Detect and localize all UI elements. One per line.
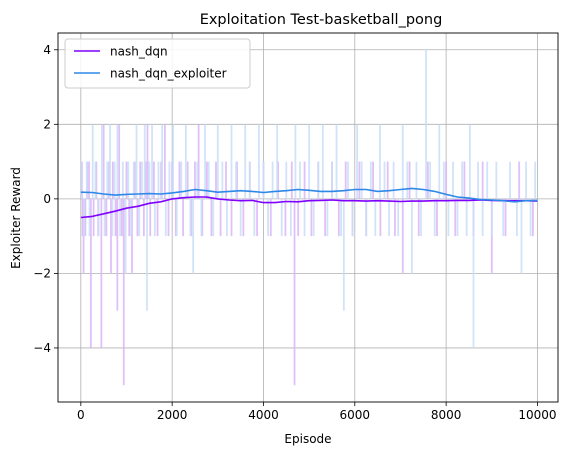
- raw-data-layer: [80, 49, 537, 386]
- y-tick-label: 4: [43, 43, 51, 57]
- x-tick-label: 10000: [518, 408, 556, 422]
- tick-layer: 0 2000 4000 6000 8000 10000 −4 −2 0 2 4: [33, 43, 556, 422]
- chart-title: Exploitation Test-basketball_pong: [200, 12, 443, 28]
- x-tick-label: 8000: [431, 408, 462, 422]
- smoothed-line-layer: [80, 187, 538, 219]
- x-tick-label: 4000: [248, 408, 279, 422]
- series-line-nash-dqn-exploiter: [80, 187, 538, 203]
- legend: nash_dqn nash_dqn_exploiter: [64, 38, 251, 89]
- y-tick-label: −4: [33, 341, 51, 355]
- y-tick-label: 2: [43, 117, 51, 131]
- x-tick-label: 0: [77, 408, 85, 422]
- x-tick-label: 2000: [157, 408, 188, 422]
- y-tick-label: 0: [43, 192, 51, 206]
- y-axis-label: Exploiter Reward: [9, 167, 23, 269]
- x-axis-label: Episode: [284, 432, 331, 446]
- legend-box: [64, 38, 251, 89]
- plot-area-frame: [57, 32, 559, 403]
- y-tick-label: −2: [33, 266, 51, 280]
- x-tick-label: 6000: [340, 408, 371, 422]
- series-line-nash-dqn: [80, 196, 538, 219]
- legend-label-nash-dqn-exploiter: nash_dqn_exploiter: [110, 67, 227, 81]
- legend-label-nash-dqn: nash_dqn: [110, 45, 168, 59]
